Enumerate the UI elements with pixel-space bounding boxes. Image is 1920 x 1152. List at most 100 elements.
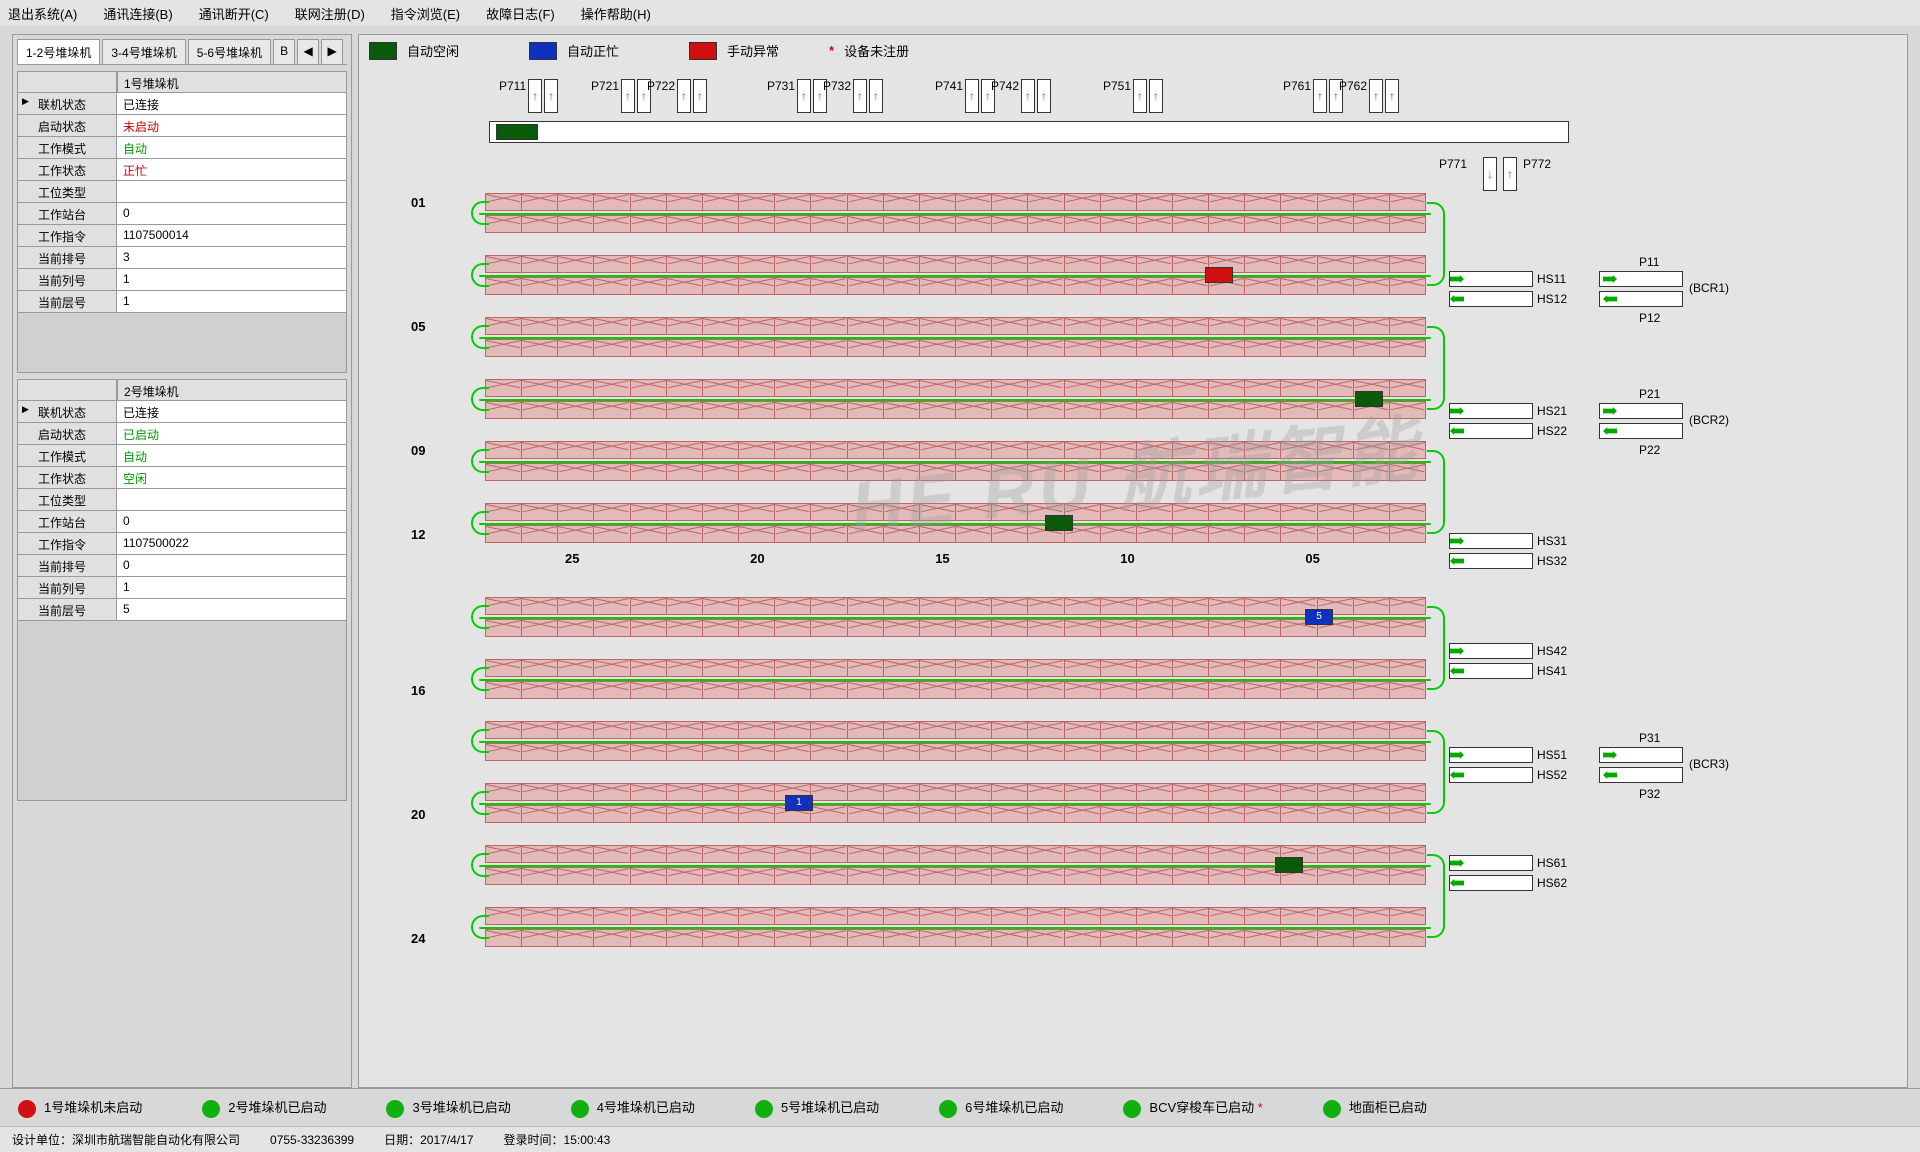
rack-cell bbox=[847, 317, 884, 335]
tab-1-2[interactable]: 1-2号堆垛机 bbox=[17, 39, 100, 64]
rack-cell bbox=[1100, 401, 1137, 419]
rack-cell bbox=[1280, 317, 1317, 335]
rack-cell bbox=[774, 215, 811, 233]
menu-cmd[interactable]: 指令浏览(E) bbox=[391, 4, 460, 23]
rack-cell bbox=[1244, 255, 1281, 273]
grid1-spacer bbox=[17, 313, 347, 373]
rack-cell bbox=[738, 277, 775, 295]
rack-cell bbox=[521, 339, 558, 357]
rack-cell bbox=[1136, 867, 1173, 885]
rack-cell bbox=[1280, 339, 1317, 357]
grid-row[interactable]: 当前列号1 bbox=[17, 577, 347, 599]
rack-cell bbox=[521, 929, 558, 947]
rack-cell bbox=[557, 597, 594, 615]
rack-cell bbox=[593, 619, 630, 637]
grid-row[interactable]: 工作站台0 bbox=[17, 511, 347, 533]
rack-cell bbox=[1136, 379, 1173, 397]
menu-exit[interactable]: 退出系统(A) bbox=[8, 4, 77, 23]
rack bbox=[485, 441, 1425, 459]
grid-row[interactable]: 工作指令1107500022 bbox=[17, 533, 347, 555]
rack-cell bbox=[955, 215, 992, 233]
grid-stacker-1: 1号堆垛机 联机状态已连接启动状态未启动工作模式自动工作状态正忙工位类型工作站台… bbox=[17, 71, 347, 373]
rack-cell bbox=[1389, 867, 1426, 885]
rack-cell bbox=[1172, 743, 1209, 761]
rack-cell bbox=[774, 401, 811, 419]
rack-cell bbox=[847, 503, 884, 521]
rack-cell bbox=[557, 619, 594, 637]
menu-disconn[interactable]: 通讯断开(C) bbox=[199, 4, 269, 23]
grid-row[interactable]: 工作状态空闲 bbox=[17, 467, 347, 489]
rack-cell bbox=[1136, 193, 1173, 211]
dock-P762: P762 bbox=[1339, 79, 1399, 113]
grid-row[interactable]: 工作模式自动 bbox=[17, 137, 347, 159]
rack-cell bbox=[521, 907, 558, 925]
rack-cell bbox=[1100, 805, 1137, 823]
rack-cell bbox=[666, 503, 703, 521]
grid-row[interactable]: 联机状态已连接 bbox=[17, 93, 347, 115]
rack-cell bbox=[1353, 681, 1390, 699]
grid-row[interactable]: 当前层号5 bbox=[17, 599, 347, 621]
rack-cell bbox=[883, 379, 920, 397]
rack-cell bbox=[1389, 597, 1426, 615]
rack-cell bbox=[521, 525, 558, 543]
hs-label: HS11 bbox=[1537, 272, 1566, 286]
grid-row[interactable]: 启动状态未启动 bbox=[17, 115, 347, 137]
menu-connect[interactable]: 通讯连接(B) bbox=[103, 4, 172, 23]
rack-cell bbox=[1244, 619, 1281, 637]
tab-nav-next[interactable]: ▶ bbox=[321, 39, 343, 64]
grid-row[interactable]: 工位类型 bbox=[17, 181, 347, 203]
status-dot-icon bbox=[202, 1100, 220, 1118]
rack-cell bbox=[702, 441, 739, 459]
rack-cell bbox=[847, 379, 884, 397]
tab-5-6[interactable]: 5-6号堆垛机 bbox=[188, 39, 271, 64]
rack-cell bbox=[738, 743, 775, 761]
rack-cell bbox=[774, 845, 811, 863]
rack-cell bbox=[630, 255, 667, 273]
arrow-up-icon bbox=[693, 79, 707, 113]
rack-cell bbox=[991, 929, 1028, 947]
rack-cell bbox=[883, 277, 920, 295]
grid-row[interactable]: 工作指令1107500014 bbox=[17, 225, 347, 247]
grid-row[interactable]: 工作模式自动 bbox=[17, 445, 347, 467]
rack-cell bbox=[1208, 907, 1245, 925]
legend-fault: 手动异常 bbox=[727, 41, 779, 60]
grid-row[interactable]: 当前排号3 bbox=[17, 247, 347, 269]
arrow-icon bbox=[1603, 407, 1617, 415]
grid-row[interactable]: 当前排号0 bbox=[17, 555, 347, 577]
rack-cell bbox=[1027, 255, 1064, 273]
tab-nav-b[interactable]: B bbox=[273, 39, 295, 64]
rack-cell bbox=[955, 929, 992, 947]
rack-cell bbox=[630, 317, 667, 335]
p-label: P12 bbox=[1639, 311, 1660, 325]
rack-cell bbox=[1027, 929, 1064, 947]
stacker-tabs: 1-2号堆垛机 3-4号堆垛机 5-6号堆垛机 B ◀ ▶ bbox=[17, 39, 347, 65]
rack-cell bbox=[919, 401, 956, 419]
grid-row[interactable]: 启动状态已启动 bbox=[17, 423, 347, 445]
grid-row[interactable]: 工位类型 bbox=[17, 489, 347, 511]
rack-cell bbox=[774, 441, 811, 459]
tab-nav-prev[interactable]: ◀ bbox=[297, 39, 319, 64]
grid-row[interactable]: 当前列号1 bbox=[17, 269, 347, 291]
grid-row[interactable]: 联机状态已连接 bbox=[17, 401, 347, 423]
rack-cell bbox=[991, 503, 1028, 521]
grid-row[interactable]: 工作状态正忙 bbox=[17, 159, 347, 181]
lane-row bbox=[449, 659, 1897, 681]
grid-val: 5 bbox=[117, 599, 347, 621]
grid-row[interactable]: 工作站台0 bbox=[17, 203, 347, 225]
rack-cell bbox=[1389, 339, 1426, 357]
dock-label: P732 bbox=[823, 79, 851, 93]
rack-cell bbox=[919, 379, 956, 397]
rack-cell bbox=[521, 743, 558, 761]
menu-help[interactable]: 操作帮助(H) bbox=[581, 4, 651, 23]
grid-key: 当前列号 bbox=[17, 269, 117, 291]
lane-row bbox=[449, 783, 1897, 805]
rack-cell bbox=[485, 619, 522, 637]
rack-cell bbox=[1064, 277, 1101, 295]
legend-star-icon: * bbox=[829, 43, 834, 58]
p771-label: P771 bbox=[1439, 157, 1467, 171]
hs-station: HS11 bbox=[1449, 271, 1566, 287]
menu-fault[interactable]: 故障日志(F) bbox=[486, 4, 555, 23]
menu-register[interactable]: 联网注册(D) bbox=[295, 4, 365, 23]
grid-row[interactable]: 当前层号1 bbox=[17, 291, 347, 313]
tab-3-4[interactable]: 3-4号堆垛机 bbox=[102, 39, 185, 64]
